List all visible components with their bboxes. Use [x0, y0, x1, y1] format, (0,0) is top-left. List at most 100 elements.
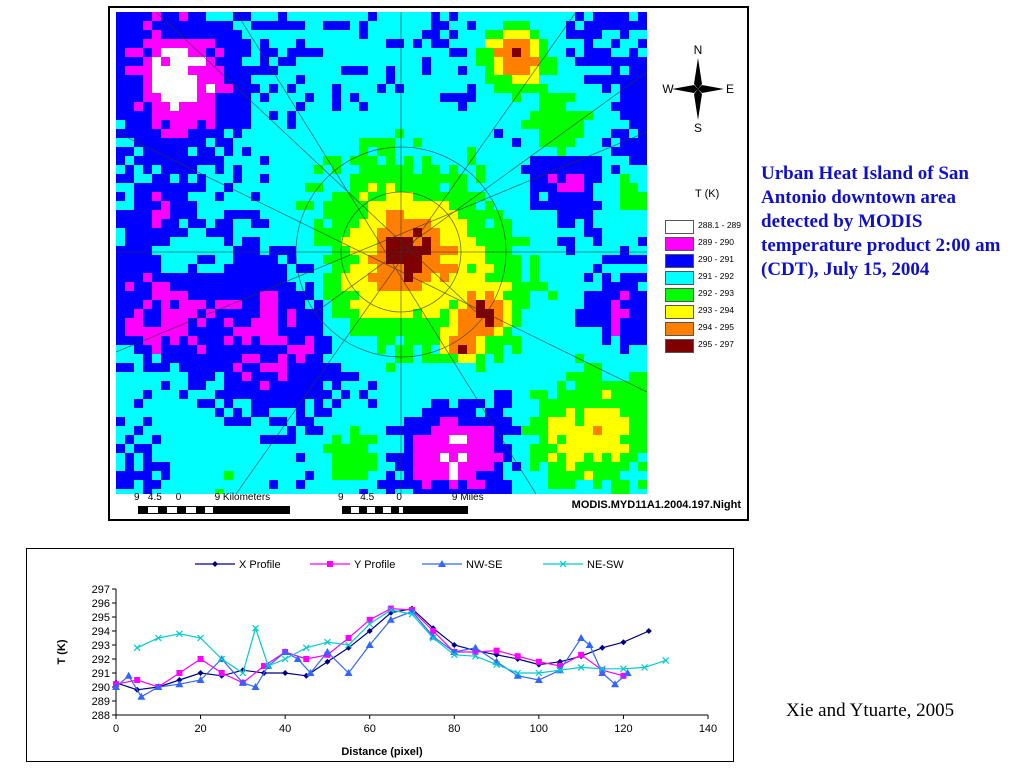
map-cell	[638, 138, 647, 147]
map-cell	[152, 282, 161, 291]
map-cell	[224, 291, 233, 300]
map-cell	[620, 318, 629, 327]
map-cell	[215, 489, 224, 494]
map-cell	[422, 102, 431, 111]
map-cell	[152, 129, 161, 138]
map-cell	[548, 120, 557, 129]
map-cell	[242, 201, 251, 210]
map-cell	[593, 381, 602, 390]
map-cell	[305, 219, 314, 228]
map-cell	[593, 408, 602, 417]
map-cell	[485, 462, 494, 471]
map-cell	[251, 12, 260, 21]
map-cell	[566, 129, 575, 138]
map-cell	[503, 471, 512, 480]
map-cell	[134, 336, 143, 345]
map-cell	[485, 453, 494, 462]
map-cell	[224, 246, 233, 255]
map-cell	[476, 246, 485, 255]
map-cell	[440, 66, 449, 75]
map-cell	[134, 327, 143, 336]
map-cell	[359, 336, 368, 345]
map-cell	[161, 138, 170, 147]
map-cell	[242, 12, 251, 21]
map-cell	[548, 399, 557, 408]
map-cell	[602, 264, 611, 273]
map-cell	[233, 183, 242, 192]
map-cell	[503, 282, 512, 291]
map-cell	[287, 237, 296, 246]
map-cell	[611, 228, 620, 237]
map-cell	[620, 282, 629, 291]
map-cell	[413, 192, 422, 201]
map-cell	[521, 381, 530, 390]
map-cell	[350, 480, 359, 489]
map-cell	[332, 372, 341, 381]
map-cell	[512, 273, 521, 282]
map-cell	[476, 489, 485, 494]
map-cell	[557, 102, 566, 111]
map-cell	[269, 246, 278, 255]
map-cell	[395, 129, 404, 138]
data-point	[196, 676, 205, 683]
map-cell	[359, 120, 368, 129]
map-cell	[161, 147, 170, 156]
compass-w: W	[662, 82, 674, 96]
map-cell	[476, 183, 485, 192]
map-cell	[503, 354, 512, 363]
map-cell	[467, 39, 476, 48]
map-cell	[584, 30, 593, 39]
map-cell	[215, 354, 224, 363]
map-cell	[242, 291, 251, 300]
map-cell	[179, 57, 188, 66]
map-cell	[494, 39, 503, 48]
map-cell	[476, 300, 485, 309]
map-cell	[467, 120, 476, 129]
map-cell	[224, 66, 233, 75]
map-cell	[278, 327, 287, 336]
map-cell	[602, 300, 611, 309]
map-cell	[620, 354, 629, 363]
data-point	[344, 669, 353, 676]
map-cell	[395, 345, 404, 354]
map-cell	[287, 48, 296, 57]
map-cell	[377, 48, 386, 57]
map-cell	[323, 489, 332, 494]
x-tick-label: 40	[279, 723, 291, 735]
map-cell	[179, 66, 188, 75]
map-cell	[611, 480, 620, 489]
map-cell	[413, 489, 422, 494]
map-cell	[593, 309, 602, 318]
map-cell	[179, 471, 188, 480]
map-cell	[548, 309, 557, 318]
map-cell	[611, 165, 620, 174]
map-cell	[287, 363, 296, 372]
map-cell	[503, 318, 512, 327]
map-cell	[188, 462, 197, 471]
map-cell	[512, 462, 521, 471]
map-cell	[323, 30, 332, 39]
map-cell	[431, 57, 440, 66]
map-cell	[215, 147, 224, 156]
map-cell	[269, 165, 278, 174]
map-cell	[215, 462, 224, 471]
map-cell	[620, 381, 629, 390]
map-cell	[458, 12, 467, 21]
profile-chart-panel: 288 289 290 291 292 293 294 295 296 297 0 20 40 60 80 1…	[26, 548, 734, 762]
map-cell	[476, 57, 485, 66]
map-cell	[494, 417, 503, 426]
map-cell	[341, 408, 350, 417]
map-cell	[386, 156, 395, 165]
map-cell	[494, 237, 503, 246]
data-point	[645, 628, 652, 634]
map-cell	[152, 408, 161, 417]
map-cell	[467, 102, 476, 111]
map-cell	[188, 228, 197, 237]
map-cell	[566, 399, 575, 408]
data-point	[282, 670, 289, 676]
map-cell	[134, 174, 143, 183]
map-cell	[404, 165, 413, 174]
map-cell	[116, 372, 125, 381]
map-cell	[494, 435, 503, 444]
map-cell	[602, 354, 611, 363]
